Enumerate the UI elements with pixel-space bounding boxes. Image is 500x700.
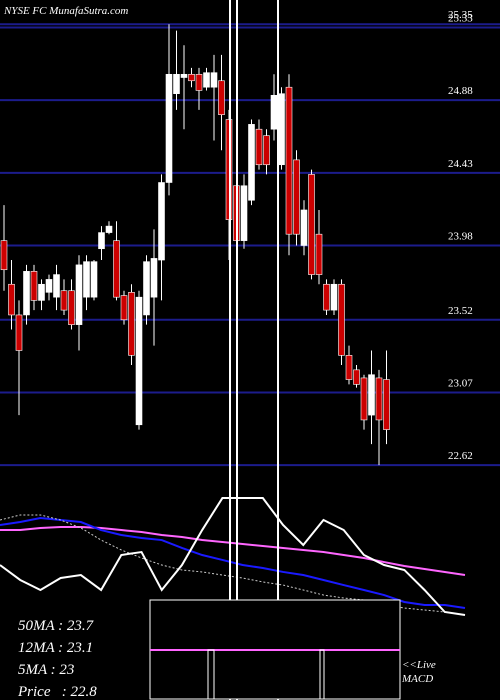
candle-body bbox=[30, 271, 38, 301]
candle-body bbox=[360, 377, 368, 421]
candle-body bbox=[338, 283, 345, 356]
candle-body bbox=[285, 86, 293, 235]
indicator-line bbox=[0, 497, 466, 616]
candle-body bbox=[293, 159, 300, 235]
candle-body bbox=[270, 94, 278, 130]
y-tick-label: 22.62 bbox=[448, 450, 473, 462]
candle-body bbox=[375, 377, 383, 421]
indicator-line bbox=[0, 514, 466, 616]
candle-body bbox=[8, 283, 15, 316]
candle-body bbox=[383, 379, 390, 430]
candle-body bbox=[135, 296, 143, 426]
candle-body bbox=[315, 233, 323, 275]
candle-body bbox=[83, 261, 90, 298]
candle-body bbox=[180, 73, 188, 78]
candle-body bbox=[60, 290, 68, 311]
candle-body bbox=[45, 279, 53, 293]
candle-body bbox=[38, 283, 45, 301]
candle-body bbox=[105, 225, 113, 233]
candle-body bbox=[353, 369, 360, 385]
candle-body bbox=[203, 72, 210, 88]
y-tick-label: 23.07 bbox=[448, 377, 473, 389]
candle-body bbox=[308, 174, 315, 275]
candle-body bbox=[263, 135, 270, 166]
macd-spike bbox=[207, 649, 215, 700]
candle-body bbox=[368, 374, 375, 416]
y-tick-label: 23.98 bbox=[448, 230, 473, 242]
candle-body bbox=[68, 290, 75, 325]
candle-body bbox=[300, 209, 308, 246]
candle-body bbox=[165, 73, 173, 183]
candle-body bbox=[150, 258, 158, 298]
price-label: Price : 22.8 bbox=[17, 684, 97, 700]
candle-body bbox=[90, 261, 98, 298]
y-tick-label: 25.35 bbox=[448, 9, 473, 21]
candle-body bbox=[278, 93, 285, 166]
y-tick-label: 24.43 bbox=[448, 158, 473, 170]
candle-body bbox=[173, 73, 180, 94]
candle-body bbox=[113, 240, 120, 298]
candle-body bbox=[195, 73, 203, 91]
indicator-panel bbox=[0, 497, 466, 616]
candle-body bbox=[240, 185, 248, 241]
macd-label-box: <<Live MACD bbox=[402, 659, 436, 685]
candle-body bbox=[0, 240, 8, 271]
candle-body bbox=[15, 314, 23, 351]
candle-body bbox=[75, 264, 83, 325]
chart-title: NYSE FC MunafaSutra.com bbox=[3, 5, 128, 17]
ma-label: 50MA : 23.7 bbox=[18, 618, 95, 634]
candle-body bbox=[345, 355, 353, 380]
ma-label: 5MA : 23 bbox=[18, 662, 74, 678]
candle-body bbox=[98, 232, 105, 250]
candle-body bbox=[23, 271, 30, 316]
candle-body bbox=[330, 283, 338, 311]
candle-body bbox=[188, 73, 195, 82]
candle-body bbox=[255, 128, 263, 166]
macd-label: <<Live MACD bbox=[402, 659, 436, 685]
candle-body bbox=[143, 261, 150, 316]
y-tick-label: 23.52 bbox=[448, 305, 473, 317]
ma-label: 12MA : 23.1 bbox=[18, 640, 93, 656]
candle-body bbox=[158, 182, 165, 261]
candle-body bbox=[248, 124, 255, 201]
candle-body bbox=[120, 295, 128, 321]
candle-body bbox=[323, 283, 330, 311]
indicator-line bbox=[0, 517, 466, 610]
y-tick-label: 24.88 bbox=[448, 85, 473, 97]
macd-spike bbox=[319, 649, 325, 700]
candle-body bbox=[218, 80, 225, 115]
candle-body bbox=[53, 274, 60, 298]
candle-body bbox=[210, 72, 218, 88]
candle-body bbox=[128, 292, 135, 356]
y-tick-label: 25.33 bbox=[448, 12, 473, 24]
